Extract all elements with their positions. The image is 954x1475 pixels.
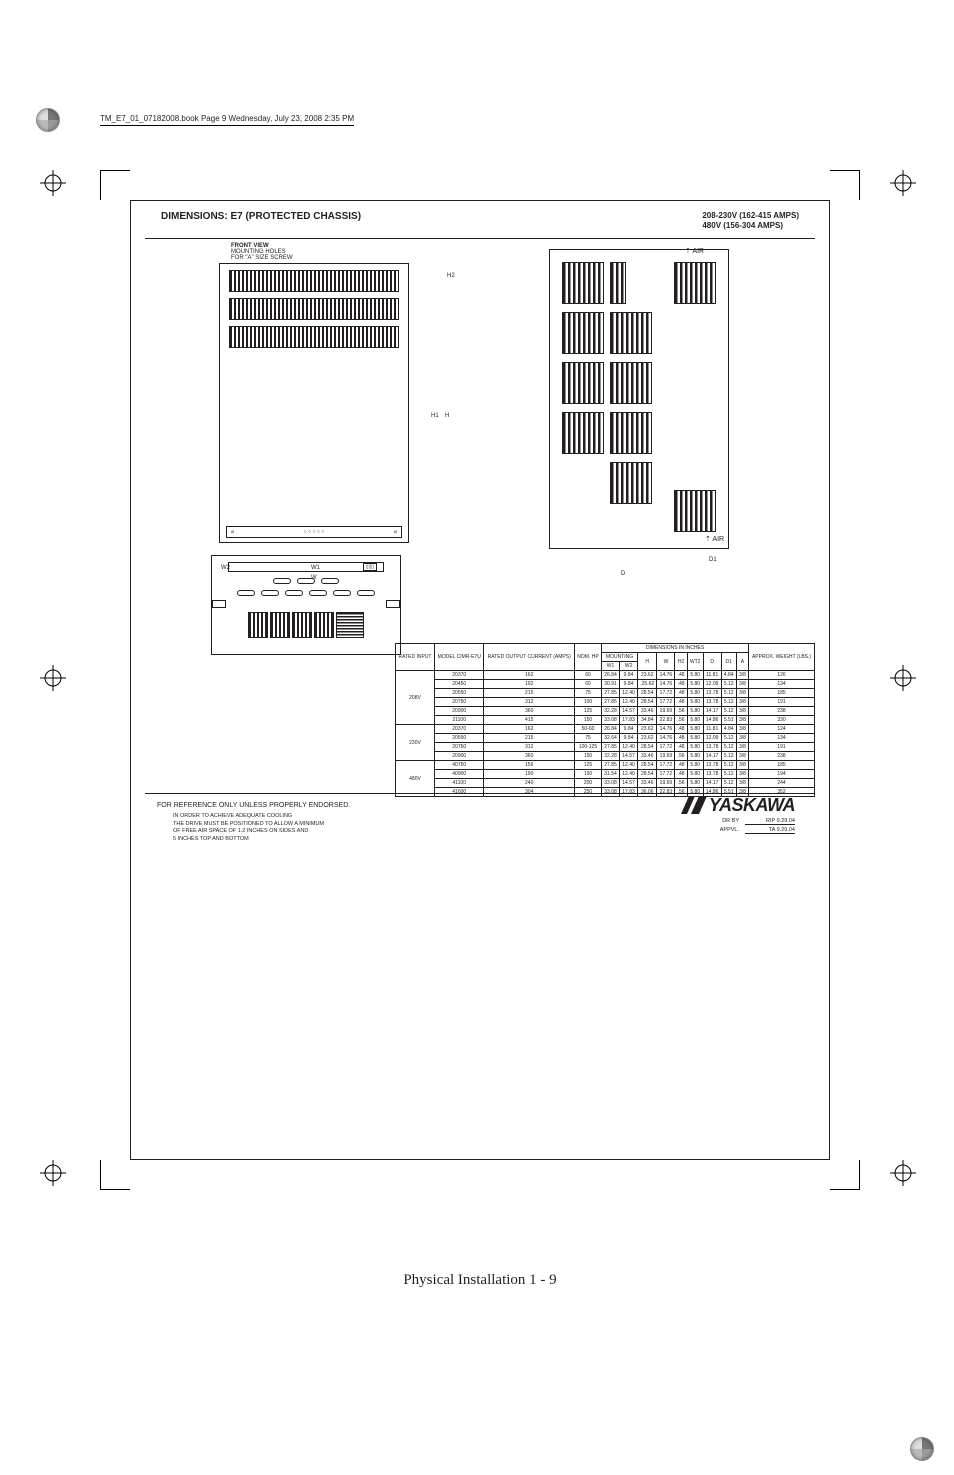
side-view: ⇡ AIR ⇡ AIR D D1 <box>541 249 771 549</box>
dim-d1: D1 <box>709 557 717 563</box>
slot <box>386 600 400 608</box>
registration-circle-br <box>910 1437 934 1461</box>
grille <box>562 262 604 304</box>
drby-value: RIP 9.29.04 <box>745 818 795 825</box>
grille <box>229 298 399 320</box>
grille <box>610 412 652 454</box>
grille <box>610 312 652 354</box>
slot <box>212 600 226 608</box>
registration-target <box>890 665 916 691</box>
slot <box>357 590 375 596</box>
registration-circle-tl <box>36 108 60 132</box>
drawing-page: DIMENSIONS: E7 (PROTECTED CHASSIS) 208-2… <box>130 200 830 1160</box>
grille <box>610 262 626 304</box>
appvl-label: APPVL. <box>720 827 739 834</box>
dimensions-table: RATED INPUTMODEL CIMR-E7URATED OUTPUT CU… <box>395 643 815 797</box>
crop-mark <box>830 1160 860 1190</box>
front-view-box: ⌀○ ○ ○ ○ ○⌀ <box>219 263 409 543</box>
appvl-value: TA 9.29.04 <box>745 827 795 834</box>
grille <box>674 262 716 304</box>
header-spec-line2: 480V (156-304 AMPS) <box>702 221 799 231</box>
yaskawa-block: YASKAWA DR BY RIP 9.29.04 APPVL. TA 9.29… <box>681 795 795 834</box>
cooling-note-line: 5 INCHES TOP AND BOTTOM <box>173 836 815 844</box>
bottom-view-box: ▯▯▯ <box>211 555 401 655</box>
registration-target <box>40 170 66 196</box>
grille <box>562 362 604 404</box>
drby-label: DR BY <box>722 818 739 825</box>
grille <box>248 612 268 638</box>
grille <box>292 612 312 638</box>
crop-mark <box>100 1160 130 1190</box>
front-bottom-row: ⌀○ ○ ○ ○ ○⌀ <box>226 526 402 538</box>
grille <box>229 270 399 292</box>
dim-h: H <box>445 413 449 419</box>
registration-target <box>40 665 66 691</box>
slot <box>237 590 255 596</box>
diagrams-area: FRONT VIEW MOUNTING HOLES FOR "A" SIZE S… <box>131 239 829 669</box>
footer-section: FOR REFERENCE ONLY UNLESS PROPERLY ENDOR… <box>145 793 815 844</box>
crop-mark <box>830 170 860 200</box>
grille <box>610 362 652 404</box>
slot <box>285 590 303 596</box>
header-title: DIMENSIONS: E7 (PROTECTED CHASSIS) <box>161 211 361 232</box>
front-view-sub2: FOR "A" SIZE SCREW <box>231 255 441 261</box>
slot <box>297 578 315 584</box>
side-view-box <box>549 249 729 549</box>
slot <box>309 590 327 596</box>
front-view: FRONT VIEW MOUNTING HOLES FOR "A" SIZE S… <box>211 243 441 543</box>
crop-mark <box>100 170 130 200</box>
grille <box>562 412 604 454</box>
label-box: ▯▯▯ <box>363 563 377 571</box>
drawing-header: DIMENSIONS: E7 (PROTECTED CHASSIS) 208-2… <box>145 201 815 239</box>
slot <box>321 578 339 584</box>
yaskawa-logo: YASKAWA <box>681 795 795 816</box>
grille <box>336 612 364 638</box>
bottom-view: ▯▯▯ <box>211 555 421 655</box>
slot <box>333 590 351 596</box>
dim-h2: H2 <box>447 273 455 279</box>
book-header: TM_E7_01_07182008.book Page 9 Wednesday,… <box>100 114 354 126</box>
page-number: Physical Installation 1 - 9 <box>131 1272 829 1289</box>
header-spec: 208-230V (162-415 AMPS) 480V (156-304 AM… <box>702 211 799 232</box>
grille <box>562 312 604 354</box>
grille <box>674 490 716 532</box>
grille <box>229 326 399 348</box>
air-arrow-icon: ⇡ AIR <box>705 535 724 543</box>
registration-target <box>890 1160 916 1186</box>
dim-h1: H1 <box>431 413 439 419</box>
grille <box>610 462 652 504</box>
grille <box>270 612 290 638</box>
header-spec-line1: 208-230V (162-415 AMPS) <box>702 211 799 221</box>
slot <box>273 578 291 584</box>
registration-target <box>40 1160 66 1186</box>
grille <box>314 612 334 638</box>
dim-d: D <box>621 571 625 577</box>
registration-target <box>890 170 916 196</box>
slot <box>261 590 279 596</box>
